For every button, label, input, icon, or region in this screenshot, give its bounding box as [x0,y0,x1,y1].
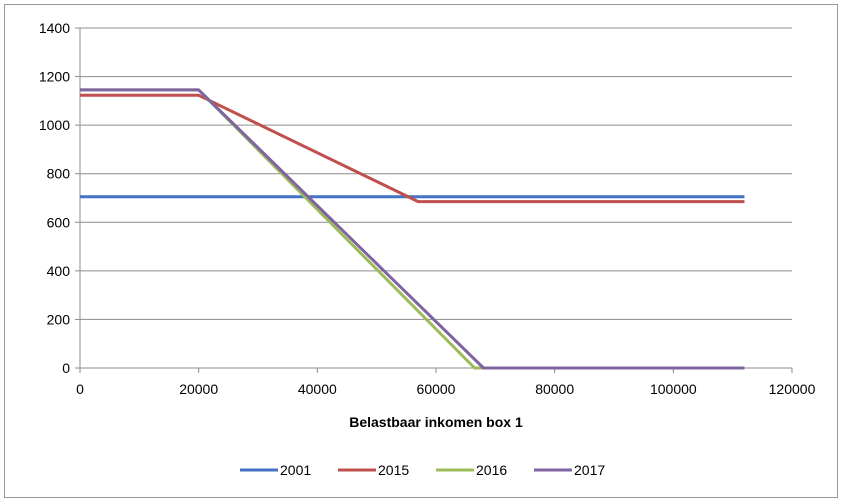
x-tick-label: 0 [76,381,84,397]
legend: 2001 2015 2016 2017 [240,462,605,478]
x-tick-label: 40000 [298,381,337,397]
legend-label: 2001 [280,462,311,478]
y-tick-labels: 0 200 400 600 800 1000 1200 1400 [39,20,70,376]
x-tick-labels: 0 20000 40000 60000 80000 100000 120000 [76,381,815,397]
y-tick-label: 600 [47,214,71,230]
y-tick-label: 800 [47,166,71,182]
x-axis-title: Belastbaar inkomen box 1 [349,414,523,430]
chart-frame [4,4,838,498]
y-tick-label: 1200 [39,69,70,85]
x-tick-label: 100000 [650,381,697,397]
series-line-2017 [80,88,745,370]
y-tick-label: 1400 [39,20,70,36]
y-tick-label: 400 [47,263,71,279]
x-tick-label: 120000 [769,381,816,397]
y-tick-label: 0 [62,360,70,376]
legend-label: 2016 [476,462,507,478]
x-tick-label: 20000 [179,381,218,397]
y-tick-label: 200 [47,311,71,327]
legend-label: 2017 [574,462,605,478]
series-line-2015 [80,93,745,204]
series-lines [80,88,745,370]
x-tick-label: 80000 [535,381,574,397]
series-line-2016 [80,88,745,370]
x-tick-label: 60000 [417,381,456,397]
legend-label: 2015 [378,462,409,478]
gridlines [80,27,792,320]
y-tick-label: 1000 [39,117,70,133]
